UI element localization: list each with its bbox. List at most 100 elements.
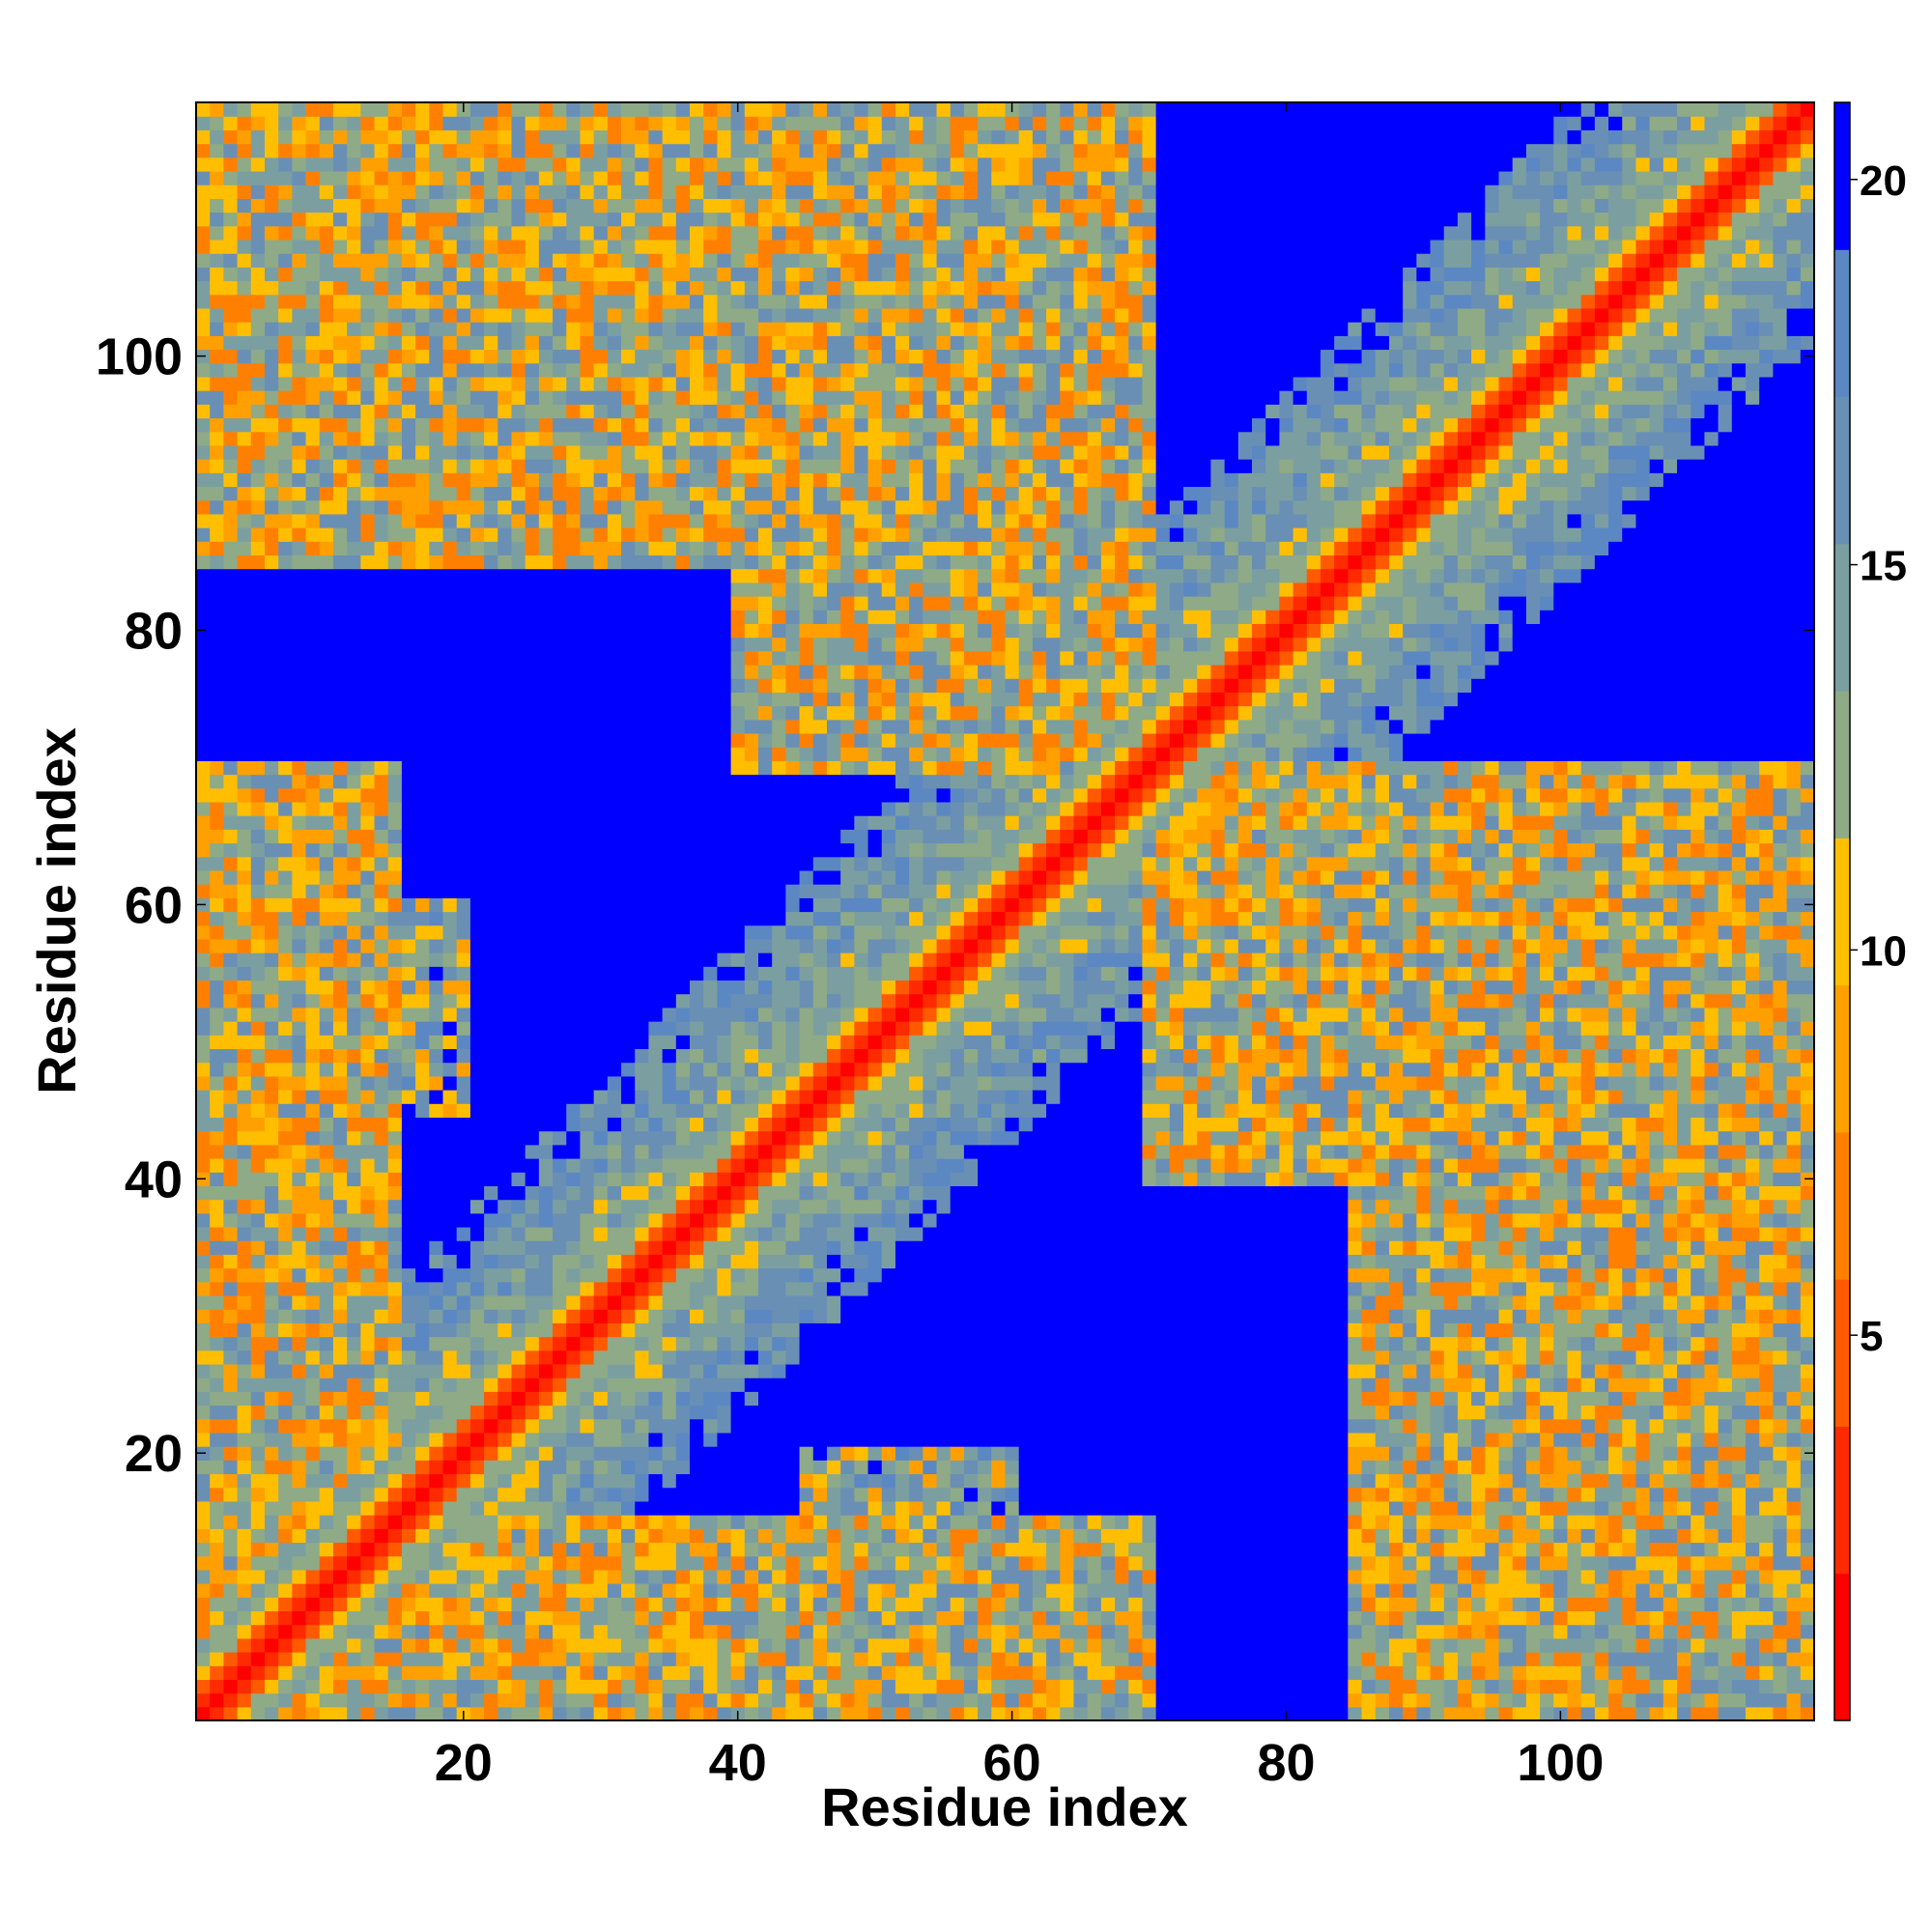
heatmap-cell xyxy=(210,1542,224,1556)
heatmap-cell xyxy=(526,1597,540,1611)
heatmap-cell xyxy=(223,1473,238,1488)
heatmap-cell xyxy=(539,610,554,624)
heatmap-cell xyxy=(251,1638,266,1653)
heatmap-cell xyxy=(566,1145,581,1159)
heatmap-cell xyxy=(306,1597,321,1611)
heatmap-cell xyxy=(676,129,691,144)
heatmap-cell xyxy=(470,1583,485,1598)
heatmap-cell xyxy=(375,1652,389,1666)
heatmap-cell xyxy=(608,350,622,364)
heatmap-cell xyxy=(511,295,526,309)
heatmap-cell xyxy=(566,1515,581,1529)
heatmap-cell xyxy=(539,157,554,172)
heatmap-cell xyxy=(648,350,663,364)
heatmap-cell xyxy=(415,185,430,199)
heatmap-cell xyxy=(251,1076,266,1091)
heatmap-cell xyxy=(360,815,375,830)
heatmap-cell xyxy=(676,198,691,213)
heatmap-cell xyxy=(306,692,321,706)
heatmap-cell xyxy=(251,1117,266,1131)
heatmap-cell xyxy=(676,1158,691,1173)
heatmap-cell xyxy=(484,665,498,679)
heatmap-cell xyxy=(553,952,567,967)
heatmap-cell xyxy=(580,678,594,693)
heatmap-cell xyxy=(429,1090,443,1104)
heatmap-cell xyxy=(238,610,252,624)
heatmap-cell xyxy=(648,1322,663,1337)
heatmap-cell xyxy=(292,213,306,227)
heatmap-cell xyxy=(731,994,746,1009)
heatmap-cell xyxy=(333,994,348,1009)
heatmap-cell xyxy=(594,116,609,130)
heatmap-cell xyxy=(375,1268,389,1283)
heatmap-cell xyxy=(676,213,691,227)
heatmap-cell xyxy=(306,610,321,624)
heatmap-cell xyxy=(526,1213,540,1228)
heatmap-cell xyxy=(553,1446,567,1461)
heatmap-cell xyxy=(375,1583,389,1598)
heatmap-cell xyxy=(663,1268,677,1283)
heatmap-cell xyxy=(306,1337,321,1351)
heatmap-cell xyxy=(608,1542,622,1556)
heatmap-cell xyxy=(703,1378,718,1392)
heatmap-cell xyxy=(526,1488,540,1502)
heatmap-cell xyxy=(497,596,512,611)
heatmap-cell xyxy=(621,102,636,117)
heatmap-cell xyxy=(333,472,348,487)
heatmap-cell xyxy=(553,733,567,748)
heatmap-cell xyxy=(360,1240,375,1255)
heatmap-cell xyxy=(745,775,759,789)
heatmap-cell xyxy=(429,569,443,583)
heatmap-cell xyxy=(347,623,361,638)
heatmap-cell xyxy=(470,1309,485,1323)
heatmap-cell xyxy=(251,171,266,185)
heatmap-cell xyxy=(306,541,321,555)
heatmap-cell xyxy=(443,253,458,268)
heatmap-cell xyxy=(470,1460,485,1474)
heatmap-cell xyxy=(347,1103,361,1118)
heatmap-cell xyxy=(635,843,649,858)
heatmap-cell xyxy=(676,870,691,885)
heatmap-cell xyxy=(292,527,306,542)
heatmap-cell xyxy=(676,1309,691,1323)
heatmap-cell xyxy=(676,1488,691,1502)
heatmap-cell xyxy=(223,1446,238,1461)
heatmap-cell xyxy=(745,1665,759,1680)
heatmap-cell xyxy=(511,198,526,213)
heatmap-cell xyxy=(635,706,649,721)
heatmap-cell xyxy=(539,760,554,775)
heatmap-cell xyxy=(320,939,334,953)
heatmap-cell xyxy=(663,912,677,926)
heatmap-cell xyxy=(470,1364,485,1378)
heatmap-cell xyxy=(717,554,731,569)
heatmap-cell xyxy=(497,651,512,666)
heatmap-cell xyxy=(470,897,485,912)
heatmap-cell xyxy=(497,760,512,775)
heatmap-cell xyxy=(497,1583,512,1598)
heatmap-cell xyxy=(402,295,416,309)
heatmap-cell xyxy=(470,554,485,569)
heatmap-cell xyxy=(580,1063,594,1077)
heatmap-cell xyxy=(580,129,594,144)
heatmap-cell xyxy=(484,569,498,583)
heatmap-cell xyxy=(375,198,389,213)
heatmap-cell xyxy=(278,185,293,199)
heatmap-cell xyxy=(594,966,609,980)
heatmap-cell xyxy=(484,432,498,446)
heatmap-cell xyxy=(196,1309,211,1323)
heatmap-cell xyxy=(415,1172,430,1186)
heatmap-cell xyxy=(648,638,663,652)
heatmap-cell xyxy=(223,678,238,693)
heatmap-cell xyxy=(415,486,430,500)
heatmap-cell xyxy=(265,308,279,323)
heatmap-cell xyxy=(278,747,293,761)
heatmap-cell xyxy=(758,1597,773,1611)
heatmap-cell xyxy=(745,1419,759,1434)
heatmap-cell xyxy=(717,1473,731,1488)
heatmap-cell xyxy=(758,514,773,528)
heatmap-cell xyxy=(484,1145,498,1159)
heatmap-cell xyxy=(360,350,375,364)
heatmap-cell xyxy=(539,1145,554,1159)
heatmap-cell xyxy=(648,692,663,706)
heatmap-cell xyxy=(210,1337,224,1351)
